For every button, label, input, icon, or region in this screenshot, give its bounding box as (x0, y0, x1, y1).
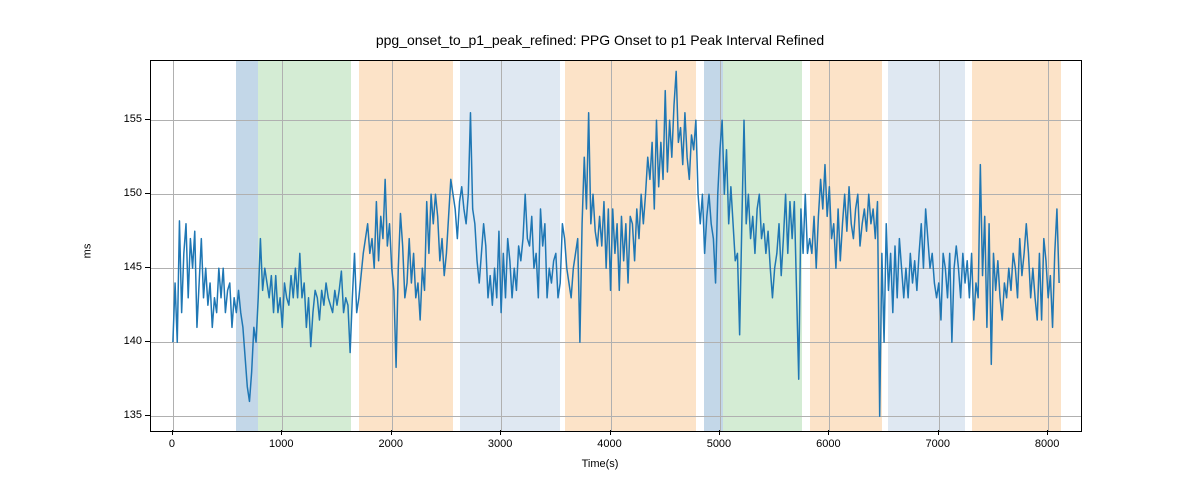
x-tick-mark (610, 430, 611, 435)
x-tick-label: 3000 (488, 438, 512, 450)
x-tick-label: 0 (169, 438, 175, 450)
x-tick-mark (281, 430, 282, 435)
y-tick-mark (145, 193, 150, 194)
x-tick-mark (172, 430, 173, 435)
x-axis-label: Time(s) (0, 458, 1200, 470)
chart-title: ppg_onset_to_p1_peak_refined: PPG Onset … (0, 32, 1200, 48)
x-tick-label: 1000 (269, 438, 293, 450)
x-tick-mark (938, 430, 939, 435)
x-tick-label: 7000 (926, 438, 950, 450)
y-tick-mark (145, 341, 150, 342)
y-tick-label: 150 (112, 187, 142, 199)
y-tick-mark (145, 119, 150, 120)
y-tick-label: 155 (112, 113, 142, 125)
y-tick-label: 140 (112, 335, 142, 347)
y-axis-label: ms (81, 244, 93, 259)
x-tick-label: 2000 (378, 438, 402, 450)
figure: ppg_onset_to_p1_peak_refined: PPG Onset … (0, 0, 1200, 500)
y-tick-label: 145 (112, 261, 142, 273)
x-tick-label: 6000 (816, 438, 840, 450)
x-tick-label: 4000 (597, 438, 621, 450)
y-tick-label: 135 (112, 409, 142, 421)
line-series (151, 61, 1081, 431)
y-tick-mark (145, 267, 150, 268)
plot-area (150, 60, 1082, 432)
series-line (173, 71, 1059, 416)
x-tick-mark (719, 430, 720, 435)
y-tick-mark (145, 415, 150, 416)
x-tick-mark (828, 430, 829, 435)
x-tick-mark (391, 430, 392, 435)
x-tick-label: 8000 (1035, 438, 1059, 450)
x-tick-mark (500, 430, 501, 435)
x-tick-mark (1047, 430, 1048, 435)
x-tick-label: 5000 (707, 438, 731, 450)
